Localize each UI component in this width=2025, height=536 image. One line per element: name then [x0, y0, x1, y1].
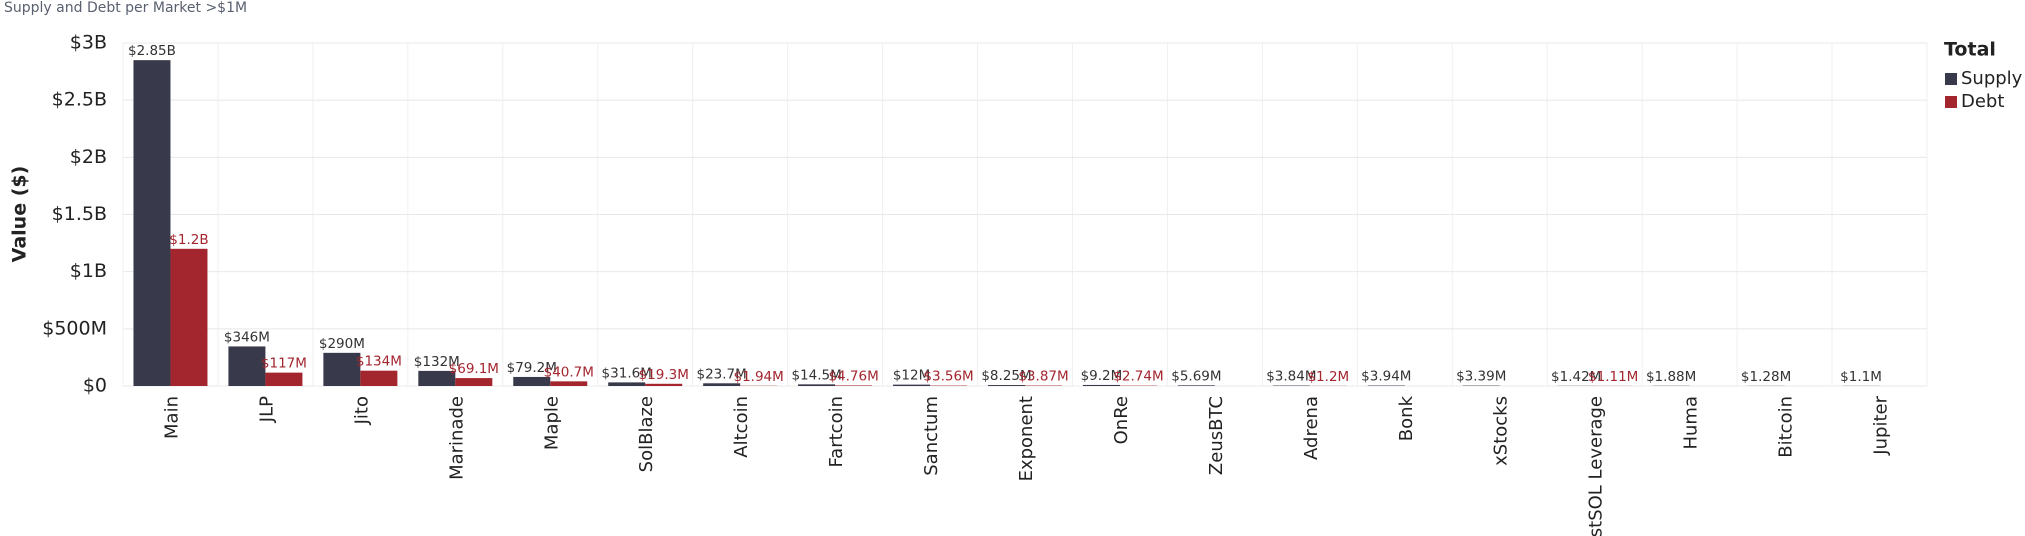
y-axis-label: Value ($) [9, 166, 31, 263]
value-label: $19.3M [639, 367, 689, 383]
value-label: $23.7M [697, 366, 747, 382]
x-tick-label: rstSOL Leverage [1586, 396, 1607, 536]
bar [133, 60, 171, 387]
value-label: $2.85B [128, 43, 176, 59]
x-tick-label: SolBlaze [636, 396, 657, 472]
x-tick-label: Sanctum [921, 396, 942, 476]
legend-label: Supply [1961, 68, 2023, 89]
legend-label: Debt [1961, 91, 2004, 112]
legend-title: Total [1944, 39, 1996, 61]
value-label: $1.2M [1307, 369, 1349, 385]
value-label: $3.84M [1266, 369, 1316, 385]
bar [893, 384, 931, 386]
x-tick-label: Exponent [1016, 396, 1037, 481]
x-tick-label: OnRe [1111, 396, 1132, 444]
bar [265, 372, 303, 386]
value-label: $132M [414, 354, 460, 370]
value-label: $1.2B [169, 232, 208, 248]
bar [1177, 385, 1215, 386]
bar [360, 370, 398, 386]
value-label: $290M [319, 336, 365, 352]
value-label: $79.2M [507, 360, 557, 376]
value-label: $1.11M [1588, 369, 1638, 385]
bar [835, 385, 873, 386]
y-tick-label: $2B [70, 146, 107, 168]
x-tick-label: Marinade [446, 396, 467, 480]
x-tick-label: Huma [1681, 396, 1702, 450]
chart-title: Supply and Debt per Market >$1M [4, 0, 247, 16]
x-tick-label: Maple [541, 396, 562, 450]
bar [608, 382, 646, 386]
bar [513, 376, 551, 386]
x-tick-label: Jupiter [1871, 395, 1892, 455]
value-label: $8.25M [981, 368, 1031, 384]
y-tick-label: $0 [83, 375, 107, 397]
x-tick-label: Bonk [1396, 395, 1417, 441]
x-tick-label: xStocks [1491, 396, 1512, 466]
x-tick-label: Main [161, 396, 182, 439]
value-label: $9.2M [1081, 368, 1123, 384]
bar [703, 383, 741, 386]
value-label: $40.7M [544, 364, 594, 380]
value-label: $12M [893, 368, 930, 384]
value-label: $1.88M [1646, 369, 1696, 385]
y-tick-label: $3B [70, 32, 107, 54]
value-label: $14.5M [791, 367, 841, 383]
y-tick-label: $500M [42, 317, 107, 339]
value-label: $1.42M [1551, 369, 1601, 385]
value-label: $346M [224, 329, 270, 345]
bar [323, 352, 361, 386]
bar [988, 385, 1025, 386]
x-tick-label: JLP [256, 396, 277, 423]
value-label: $4.76M [828, 368, 878, 384]
x-tick-label: Adrena [1301, 396, 1322, 460]
x-tick-label: Jito [351, 396, 372, 425]
x-tick-label: Altcoin [731, 396, 752, 458]
value-label: $31.6M [602, 365, 652, 381]
y-tick-label: $1B [70, 260, 107, 282]
bar [1082, 384, 1120, 386]
bar [228, 346, 266, 386]
x-tick-label: Fartcoin [826, 396, 847, 468]
value-label: $1.28M [1741, 369, 1791, 385]
value-label: $1.1M [1840, 369, 1882, 385]
value-label: $117M [261, 356, 307, 372]
bar [170, 248, 208, 386]
legend-swatch [1945, 73, 1957, 85]
bar [418, 370, 456, 386]
legend-swatch [1945, 96, 1957, 108]
value-label: $5.69M [1171, 368, 1221, 384]
bar [550, 381, 588, 386]
x-tick-label: ZeusBTC [1206, 396, 1227, 475]
value-label: $3.56M [923, 369, 973, 385]
bar [455, 378, 493, 386]
bar [798, 384, 836, 386]
x-tick-label: Bitcoin [1776, 396, 1797, 458]
value-label: $134M [356, 354, 402, 370]
value-label: $1.94M [734, 369, 784, 385]
value-label: $3.39M [1456, 369, 1506, 385]
y-tick-label: $1.5B [52, 203, 107, 225]
value-label: $3.87M [1018, 369, 1068, 385]
value-label: $69.1M [449, 361, 499, 377]
value-label: $3.94M [1361, 369, 1411, 385]
value-label: $2.74M [1113, 369, 1163, 385]
bar [645, 383, 683, 386]
y-tick-label: $2.5B [52, 89, 107, 111]
